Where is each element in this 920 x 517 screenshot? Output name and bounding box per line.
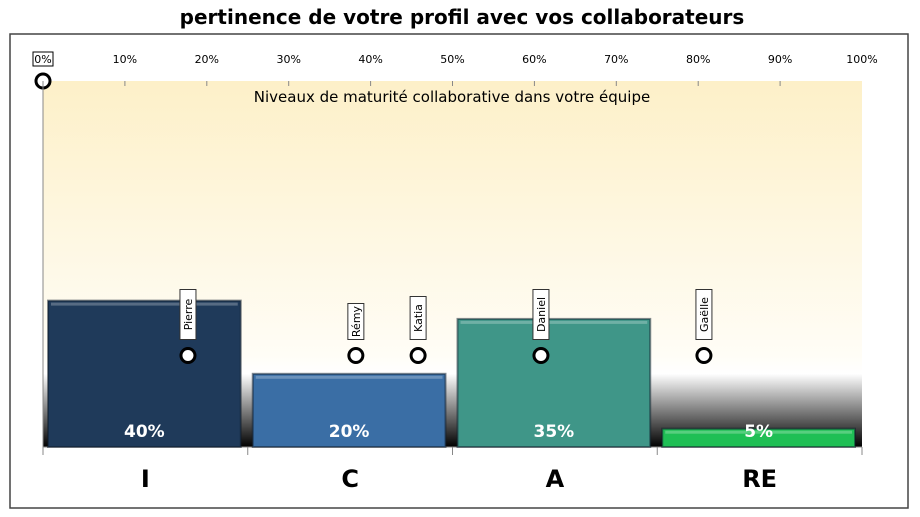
bar-I [47,299,242,448]
person-label: Pierre [182,298,195,330]
person-marker [347,347,365,364]
bar-value-label: 35% [534,422,575,442]
category-label: RE [742,465,777,493]
x-tick-label: 100% [846,53,877,66]
person-marker [179,347,197,364]
person-label-box [695,289,713,340]
person-marker [695,347,713,364]
x-tick-label: 20% [195,53,219,66]
bar-RE [661,427,856,449]
x-tick-label: 70% [604,53,628,66]
bar-highlight [665,430,852,434]
person-label: Daniel [535,297,548,332]
x-tick-label: 0% [34,53,51,66]
person-label-box [347,303,365,340]
person-label-box [179,289,197,340]
x-tick-label: 80% [686,53,710,66]
x-tick-label: 60% [522,53,546,66]
bar-value-label: 5% [744,422,773,442]
chart-subtitle: Niveaux de maturité collaborative dans v… [254,88,650,106]
x-tick-label: 30% [276,53,300,66]
category-label: C [341,465,359,493]
bar-A [456,317,652,448]
person-marker [532,347,550,364]
x-tick-label: 50% [440,53,464,66]
x-tick-label: 10% [113,53,137,66]
bar-highlight [51,302,238,306]
bar-C [251,372,447,448]
chart-title: pertinence de votre profil avec vos coll… [180,5,745,29]
category-label: A [546,465,565,493]
bar-highlight [460,320,648,324]
person-label-box [532,289,550,340]
x-tick-label: 90% [768,53,792,66]
person-label: Katia [412,304,425,332]
bar-highlight [255,375,443,379]
person-label-box [409,296,427,340]
x-tick-label: 40% [358,53,382,66]
person-marker [409,347,427,364]
person-label: Rémy [350,305,363,337]
bar-value-label: 20% [329,422,370,442]
bar-value-label: 40% [124,422,165,442]
zero-label-box [32,51,54,67]
category-label: I [141,465,150,493]
chart-frame [9,33,909,509]
person-label: Gaëlle [698,297,711,332]
